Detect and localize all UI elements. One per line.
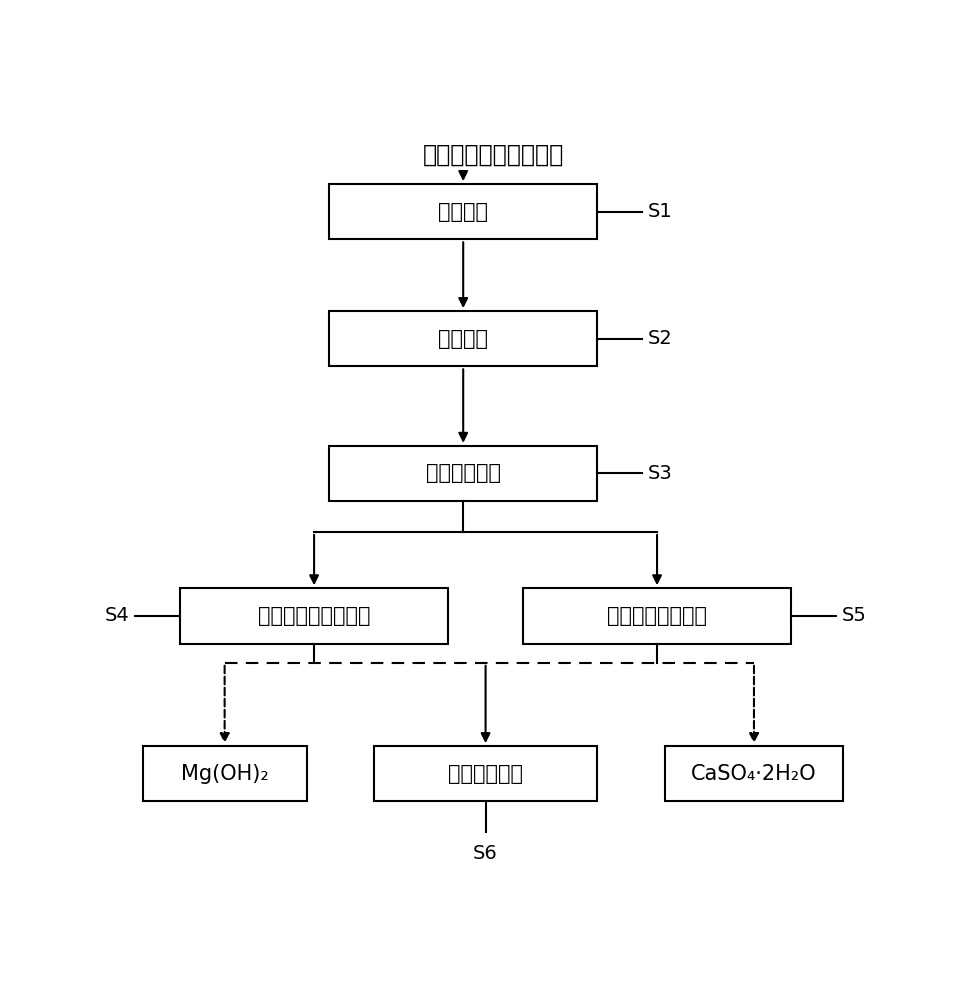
Bar bbox=[329, 311, 597, 366]
Bar bbox=[329, 184, 597, 239]
Text: S5: S5 bbox=[841, 606, 866, 625]
Text: S3: S3 bbox=[648, 464, 672, 483]
Text: 釜底浆液洗涤分离: 釜底浆液洗涤分离 bbox=[606, 606, 706, 626]
Text: 曝气氧化: 曝气氧化 bbox=[438, 329, 487, 349]
Bar bbox=[329, 446, 597, 501]
Bar bbox=[664, 746, 843, 801]
Text: CaSO₄·2H₂O: CaSO₄·2H₂O bbox=[690, 764, 816, 784]
Bar bbox=[523, 588, 790, 644]
Text: S2: S2 bbox=[648, 329, 672, 348]
Bar bbox=[142, 746, 307, 801]
Text: 沉降除杂: 沉降除杂 bbox=[438, 202, 487, 222]
Text: S6: S6 bbox=[473, 844, 498, 863]
Text: S1: S1 bbox=[648, 202, 672, 221]
Bar bbox=[373, 746, 597, 801]
Text: S4: S4 bbox=[105, 606, 129, 625]
Bar bbox=[180, 588, 448, 644]
Text: Mg(OH)₂: Mg(OH)₂ bbox=[181, 764, 268, 784]
Text: 过滤母液回用: 过滤母液回用 bbox=[448, 764, 523, 784]
Text: 溢流液过滤洗涤干燥: 溢流液过滤洗涤干燥 bbox=[258, 606, 370, 626]
Text: 硫酸镁及亚硫酸镁废水: 硫酸镁及亚硫酸镁废水 bbox=[422, 143, 563, 167]
Text: 反应结晶分离: 反应结晶分离 bbox=[426, 463, 500, 483]
